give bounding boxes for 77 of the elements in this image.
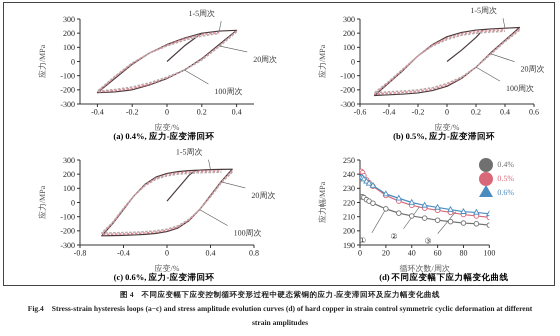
x-axis-title: 应变/%	[154, 123, 180, 132]
y-tick-label: 250	[343, 156, 355, 165]
annotation: 20周次	[251, 190, 276, 200]
y-tick-label: 190	[343, 240, 355, 250]
x-tick-label: 0.4	[206, 248, 216, 258]
y-tick-label: 100	[343, 43, 355, 52]
annotation: 20周次	[253, 54, 278, 64]
x-tick-label: 40	[408, 248, 416, 258]
x-tick-label: 0.4	[232, 108, 242, 117]
annotation: 100周次	[234, 228, 262, 238]
y-tick-label: 240	[343, 170, 355, 180]
x-tick-label: 0.8	[249, 248, 259, 258]
text: (c) 0.6%, 应力-应变滞回环	[112, 272, 216, 283]
y-tick-label: 0	[351, 57, 355, 66]
x-tick-label: 0.2	[471, 108, 481, 117]
y-tick-label: 200	[63, 29, 75, 38]
x-tick-label: 20	[382, 248, 390, 258]
y-tick-label: 0	[71, 198, 75, 208]
y-tick-label: 300	[63, 14, 75, 24]
x-tick-label: 0	[165, 108, 169, 117]
y-axis-title: 应力/MPa	[38, 185, 47, 220]
x-axis-title: 应变/%	[434, 123, 460, 132]
annotation: 1-5周次	[470, 6, 497, 16]
x-tick-label: 80	[459, 248, 468, 258]
x-tick-label: 0.6	[529, 108, 539, 117]
y-tick-label: -200	[60, 226, 75, 236]
x-tick-label: 100	[483, 248, 496, 258]
y-tick-label: 100	[63, 43, 75, 52]
x-tick-label: 0	[445, 108, 449, 117]
y-tick-label: -200	[60, 86, 75, 95]
y-tick-label: -300	[340, 100, 355, 109]
annotation: 100周次	[506, 84, 534, 94]
x-tick-label: 0	[165, 248, 169, 258]
y-tick-label: -200	[340, 86, 355, 95]
y-tick-label: 200	[343, 29, 355, 38]
y-tick-label: 220	[343, 198, 355, 208]
y-tick-label: -100	[60, 212, 75, 222]
y-tick-label: 210	[343, 212, 355, 222]
legend-label: 0.6%	[497, 188, 514, 197]
x-tick-label: -0.8	[74, 248, 86, 258]
annotation: ③	[424, 236, 432, 246]
x-tick-label: -0.4	[117, 248, 130, 258]
x-axis-title: 应变/%	[154, 264, 180, 273]
x-tick-label: -0.4	[382, 108, 396, 117]
y-axis-title: 应力幅/MPa	[318, 181, 327, 224]
y-tick-label: 100	[63, 184, 75, 194]
x-tick-label: 0	[358, 248, 362, 258]
y-axis-title: 应力/MPa	[318, 44, 327, 78]
legend-label: 0.5%	[497, 174, 514, 183]
y-axis-title: 应力/MPa	[38, 44, 47, 78]
x-tick-label: -0.4	[91, 108, 104, 117]
x-tick-label: -0.2	[412, 108, 424, 117]
y-tick-label: 300	[343, 14, 355, 24]
annotation: 100周次	[214, 87, 242, 96]
y-tick-label: 200	[343, 226, 355, 236]
y-tick-label: -300	[60, 240, 75, 250]
y-tick-label: 300	[63, 156, 75, 165]
annotation: 20周次	[520, 64, 544, 74]
text: (d) 不同应变幅下应力幅变化曲线	[378, 272, 510, 283]
x-axis-title: 循环次数/周次	[400, 264, 450, 273]
x-tick-label: -0.2	[126, 108, 139, 117]
y-tick-label: 200	[63, 170, 75, 180]
x-tick-label: 0.4	[500, 108, 510, 117]
annotation: 1-5周次	[176, 148, 202, 157]
legend-label: 0.4%	[497, 160, 514, 169]
y-tick-label: -300	[60, 100, 75, 109]
x-tick-label: 60	[434, 248, 442, 258]
annotation: ②	[390, 232, 398, 241]
y-tick-label: -100	[60, 72, 75, 81]
annotation: 1-5周次	[188, 9, 216, 18]
text: (b) 0.5%, 应力-应变滞回环	[392, 131, 496, 142]
text: (a) 0.4%, 应力-应变滞回环	[112, 131, 216, 142]
y-tick-label: -100	[340, 72, 355, 81]
x-tick-label: 0.2	[196, 108, 207, 117]
y-tick-label: 0	[71, 57, 75, 66]
x-tick-label: -0.6	[354, 108, 366, 117]
y-tick-label: 230	[343, 184, 355, 194]
